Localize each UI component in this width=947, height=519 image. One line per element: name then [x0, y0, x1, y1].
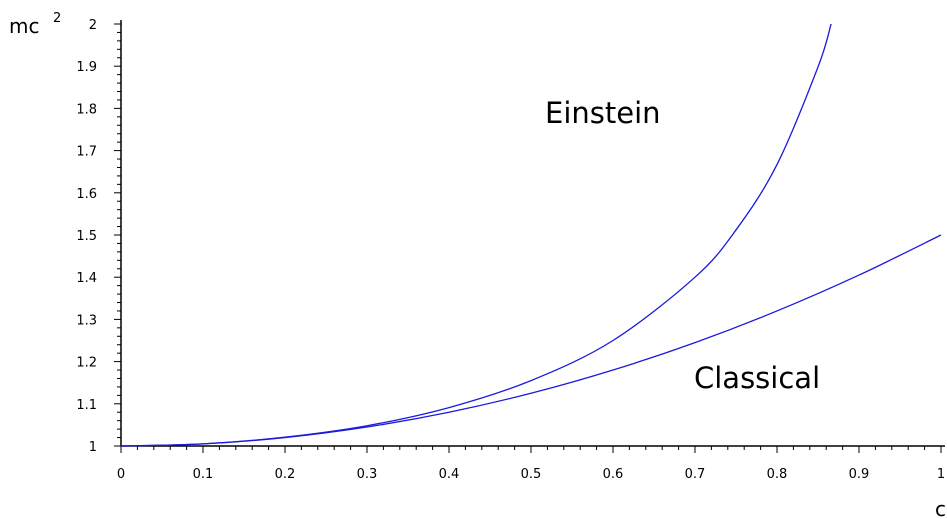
x-tick-label: 0.1	[193, 467, 214, 482]
y-axis-label-superscript: 2	[53, 11, 61, 26]
x-tick-label: 0.2	[275, 467, 296, 482]
y-tick-label: 1.6	[76, 187, 97, 202]
labels: 0 0.1 0.2 0.3 0.4 0.5 0.6 0.7 0.8 0.9 1 1 1.1 1.2 1.3 1…	[9, 11, 946, 519]
x-tick-label: 0	[117, 467, 125, 482]
annotation-classical: Classical	[694, 361, 820, 395]
x-tick-label: 0.7	[685, 467, 706, 482]
x-tick-label: 0.5	[521, 467, 542, 482]
classical-curve	[120, 234, 942, 447]
x-axis-label: c	[935, 497, 946, 519]
ticks	[114, 23, 942, 453]
y-axis-label: mc	[9, 14, 39, 38]
y-tick-label: 1	[89, 440, 97, 455]
annotation-einstein: Einstein	[545, 96, 661, 130]
y-tick-label: 1.9	[76, 60, 97, 75]
x-tick-label: 0.3	[357, 467, 378, 482]
y-tick-label: 1.4	[76, 271, 97, 286]
x-tick-label: 0.6	[603, 467, 624, 482]
y-tick-label: 2	[89, 18, 97, 33]
y-tick-label: 1.2	[76, 356, 97, 371]
x-tick-label: 1	[937, 467, 945, 482]
y-tick-label: 1.7	[76, 145, 97, 160]
y-tick-label: 1.3	[76, 313, 97, 328]
x-tick-label: 0.8	[767, 467, 788, 482]
x-tick-label: 0.9	[849, 467, 870, 482]
axes	[120, 20, 945, 447]
y-tick-label: 1.8	[76, 102, 97, 117]
y-tick-label: 1.1	[76, 398, 97, 413]
series	[120, 23, 942, 447]
x-tick-label: 0.4	[439, 467, 460, 482]
y-tick-label: 1.5	[76, 229, 97, 244]
